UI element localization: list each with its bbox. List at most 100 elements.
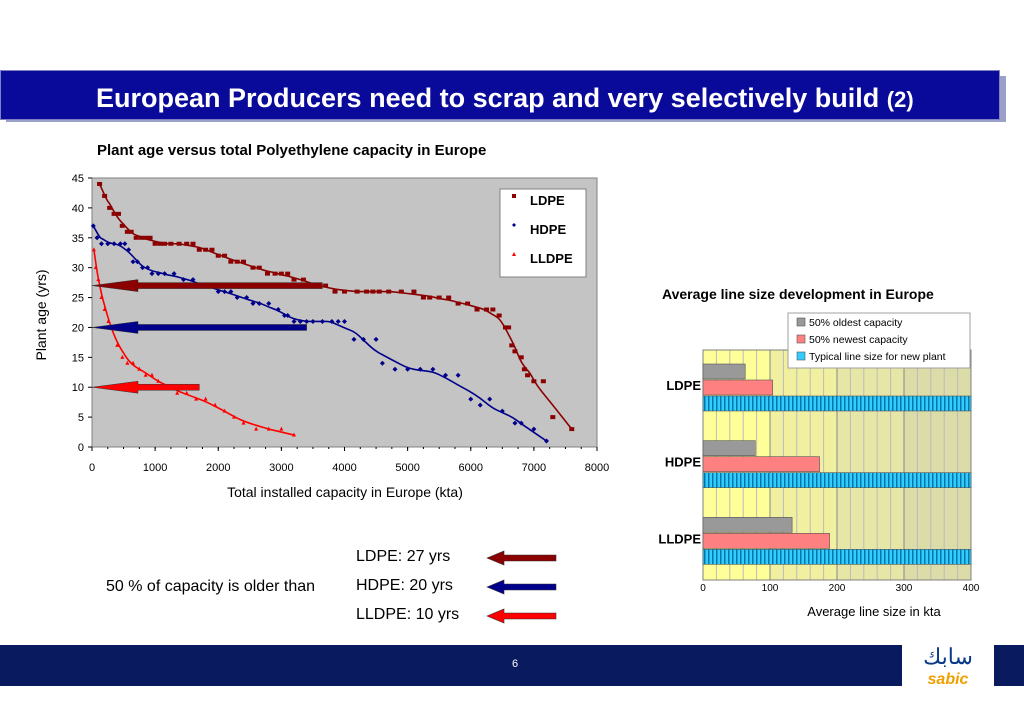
point-hdpe xyxy=(477,402,483,408)
scatter-y-tick-label: 35 xyxy=(72,233,84,245)
bar-category-label: LLDPE xyxy=(658,531,701,546)
bar-lldpe-oldest xyxy=(702,517,793,533)
point-hdpe xyxy=(297,318,303,324)
bar-x-tick-label: 100 xyxy=(762,583,779,594)
point-hdpe xyxy=(335,318,341,324)
scatter-x-tick-label: 5000 xyxy=(395,462,419,474)
point-ldpe xyxy=(342,289,347,294)
point-hdpe xyxy=(304,318,310,324)
point-ldpe xyxy=(300,277,306,282)
bar-chart: LDPE HDPE LLDPE 0 100 200 300 400 Average line… xyxy=(658,312,980,619)
scatter-y-tick-label: 25 xyxy=(72,293,84,305)
point-ldpe xyxy=(222,253,228,258)
scatter-y-tick-label: 45 xyxy=(72,173,84,185)
point-hdpe xyxy=(512,420,518,426)
point-ldpe xyxy=(196,247,202,252)
trend-line-lldpe xyxy=(93,249,295,436)
point-ldpe xyxy=(184,241,190,246)
point-lldpe xyxy=(115,342,120,347)
point-hdpe xyxy=(222,289,228,295)
point-lldpe xyxy=(137,366,142,371)
point-ldpe xyxy=(490,307,496,312)
bar-hdpe-new-plant xyxy=(702,472,972,488)
point-ldpe xyxy=(138,235,144,240)
point-lldpe xyxy=(232,414,237,419)
point-ldpe xyxy=(116,211,122,216)
point-ldpe xyxy=(143,235,149,240)
scatter-x-tick-label: 8000 xyxy=(585,462,609,474)
point-ldpe xyxy=(285,271,291,276)
point-lldpe xyxy=(120,354,125,359)
point-ldpe xyxy=(168,241,174,246)
point-hdpe xyxy=(342,318,347,324)
scatter-y-tick-label: 20 xyxy=(72,322,84,334)
point-hdpe xyxy=(149,271,155,277)
legend-marker-lldpe xyxy=(512,252,516,256)
point-hdpe xyxy=(162,271,168,277)
point-ldpe xyxy=(278,271,284,276)
reference-arrow-ldpe xyxy=(91,279,323,292)
point-hdpe xyxy=(134,259,140,265)
point-lldpe xyxy=(125,360,130,365)
point-hdpe xyxy=(140,265,145,271)
bar-ldpe-newest xyxy=(702,379,773,396)
page-number: 6 xyxy=(512,658,519,670)
point-lldpe xyxy=(106,318,111,323)
point-ldpe xyxy=(107,205,113,210)
point-ldpe xyxy=(455,301,461,306)
point-ldpe xyxy=(436,295,442,300)
point-hdpe xyxy=(291,318,297,324)
bar-hdpe-oldest xyxy=(702,440,756,456)
scatter-chart-title: Plant age versus total Polyethylene capa… xyxy=(97,142,487,159)
bar-lldpe-newest xyxy=(702,533,830,549)
point-ldpe xyxy=(420,295,426,300)
point-ldpe xyxy=(147,235,153,240)
point-hdpe xyxy=(282,312,288,318)
point-lldpe xyxy=(194,396,199,401)
point-hdpe xyxy=(319,318,325,324)
point-hdpe xyxy=(228,289,234,295)
point-ldpe xyxy=(474,307,480,312)
point-hdpe xyxy=(234,295,240,301)
bar-x-tick-label: 300 xyxy=(896,583,913,594)
scatter-y-tick-label: 40 xyxy=(72,203,84,215)
scatter-x-tick-label: 6000 xyxy=(459,462,483,474)
legend-marker-ldpe xyxy=(512,194,516,198)
point-ldpe xyxy=(484,307,490,312)
scatter-y-axis-label: Plant age (yrs) xyxy=(33,269,49,360)
point-hdpe xyxy=(544,438,549,444)
scatter-y-tick-label: 5 xyxy=(78,412,84,424)
point-ldpe xyxy=(241,259,246,264)
point-lldpe xyxy=(156,378,161,383)
scatter-x-tick-label: 4000 xyxy=(332,462,356,474)
point-ldpe xyxy=(509,343,515,348)
bar-background-band xyxy=(837,350,904,580)
point-hdpe xyxy=(117,241,123,247)
sabic-logo: سابك sabic xyxy=(902,640,994,688)
point-ldpe xyxy=(119,223,125,228)
bar-x-tick-label: 400 xyxy=(963,583,980,594)
point-hdpe xyxy=(244,295,250,301)
point-lldpe xyxy=(149,372,154,377)
bar-hdpe-newest xyxy=(702,456,820,472)
legend-label-hdpe: HDPE xyxy=(530,222,566,237)
scatter-y-tick-label: 30 xyxy=(72,263,84,275)
bar-category-label: HDPE xyxy=(665,455,701,470)
point-hdpe xyxy=(518,420,524,426)
logo-latin: sabic xyxy=(928,671,969,688)
bar-legend-swatch xyxy=(796,317,806,327)
logo-arabic: سابك xyxy=(923,644,973,669)
point-hdpe xyxy=(392,366,398,372)
scatter-x-axis-label: Total installed capacity in Europe (kta) xyxy=(227,484,463,500)
bar-ldpe-new-plant xyxy=(702,395,972,412)
summary-item-label: LDPE: 27 yrs xyxy=(356,548,451,565)
point-lldpe xyxy=(279,426,284,431)
point-hdpe xyxy=(126,247,132,253)
legend-label-lldpe: LLDPE xyxy=(530,251,573,266)
point-ldpe xyxy=(97,181,103,186)
summary-item-label: HDPE: 20 yrs xyxy=(356,577,453,594)
point-hdpe xyxy=(98,241,104,247)
point-hdpe xyxy=(181,277,187,283)
point-hdpe xyxy=(468,396,474,402)
point-ldpe xyxy=(152,241,158,246)
